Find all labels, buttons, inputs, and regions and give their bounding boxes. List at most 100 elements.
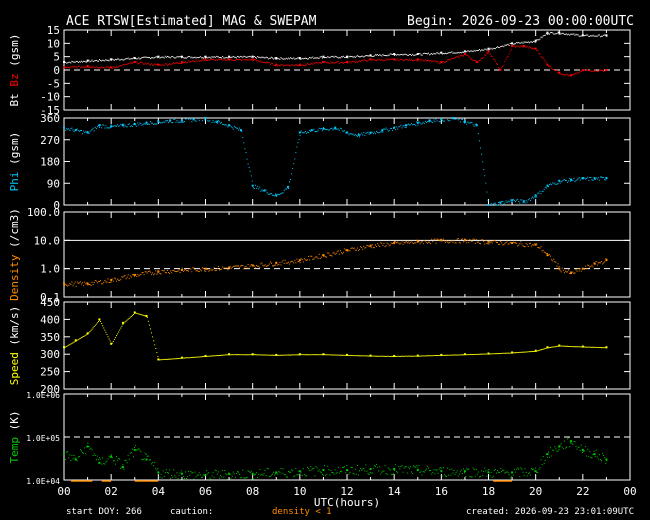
phi-point (516, 199, 518, 201)
speed-point (87, 333, 89, 335)
phi-point (483, 169, 485, 171)
mag-point (486, 52, 488, 54)
phi-point (344, 130, 346, 132)
phi-point (521, 199, 523, 201)
temp-point (546, 453, 549, 456)
speed-point (132, 313, 134, 315)
phi-point (494, 202, 496, 204)
density-point (318, 253, 320, 255)
speed-point (290, 354, 292, 356)
phi-point (329, 129, 331, 131)
temp-point (467, 469, 469, 471)
phi-point (193, 118, 195, 120)
mag-point (290, 65, 292, 67)
mag-point (265, 56, 267, 58)
mag-point (518, 41, 520, 43)
speed-point (474, 353, 476, 355)
phi-point (457, 119, 459, 121)
density-point (517, 245, 519, 247)
temp-point (512, 474, 514, 476)
temp-point (80, 450, 82, 452)
speed-point (483, 353, 485, 355)
mag-point (413, 54, 415, 56)
speed-point (116, 335, 118, 337)
mag-point (542, 35, 544, 37)
mag-point (298, 65, 300, 67)
temp-point (127, 454, 129, 456)
phi-point (98, 124, 101, 127)
speed-point (111, 342, 113, 344)
mag-point (246, 59, 248, 61)
speed-point (402, 355, 404, 357)
mag-point (146, 63, 148, 65)
temp-point (405, 466, 407, 468)
density-point (232, 265, 234, 267)
mag-point (294, 58, 296, 60)
density-point (275, 264, 277, 266)
mag-point (74, 66, 76, 68)
speed-point (124, 321, 126, 323)
phi-point (147, 123, 149, 125)
density-point (316, 256, 318, 258)
density-point (440, 238, 442, 240)
phi-point (522, 202, 524, 204)
speed-point (222, 354, 224, 356)
temp-point (331, 472, 333, 474)
mag-point (295, 64, 297, 66)
temp-point (187, 476, 189, 478)
density-point (198, 271, 200, 273)
temp-point (534, 470, 536, 472)
mag-point (171, 56, 173, 58)
temp-point (302, 468, 304, 470)
mag-point (348, 61, 350, 63)
temp-point (346, 465, 348, 467)
mag-point (64, 62, 65, 64)
density-point (417, 240, 419, 242)
speed-point (351, 354, 353, 356)
mag-point (322, 56, 324, 58)
speed-point (286, 354, 288, 356)
phi-point (309, 129, 311, 131)
speed-point (303, 354, 305, 356)
mag-point (344, 62, 346, 64)
temp-point (85, 453, 87, 455)
phi-point (600, 176, 602, 178)
phi-point (319, 128, 321, 130)
temp-point (121, 466, 123, 468)
temp-point (325, 475, 327, 477)
temp-point (390, 473, 392, 475)
density-point (411, 240, 413, 242)
speed-point (304, 354, 306, 356)
phi-point (550, 183, 552, 185)
phi-point (178, 122, 180, 124)
density-point (414, 242, 416, 244)
mag-point (568, 74, 570, 76)
density-point (73, 283, 75, 285)
density-point (129, 275, 131, 277)
speed-point (552, 346, 554, 348)
caution-note: density < 1 (272, 507, 332, 517)
phi-point (214, 120, 216, 122)
density-point (435, 242, 437, 244)
temp-point (303, 474, 305, 476)
speed-point (392, 356, 394, 358)
speed-point (309, 354, 311, 356)
mag-point (278, 58, 280, 60)
mag-point (327, 56, 329, 58)
mag-point (206, 59, 208, 61)
density-point (460, 238, 462, 240)
temp-point (141, 458, 143, 460)
mag-point (436, 52, 438, 54)
temp-point (321, 473, 323, 475)
temp-point (540, 459, 542, 461)
mag-point (106, 59, 108, 61)
mag-point (320, 56, 322, 58)
mag-point (78, 61, 80, 63)
mag-point (310, 57, 312, 59)
temp-point (208, 472, 210, 474)
phi-point (584, 177, 586, 179)
mag-point (249, 59, 251, 61)
density-point (106, 281, 108, 283)
mag-point (426, 59, 428, 61)
